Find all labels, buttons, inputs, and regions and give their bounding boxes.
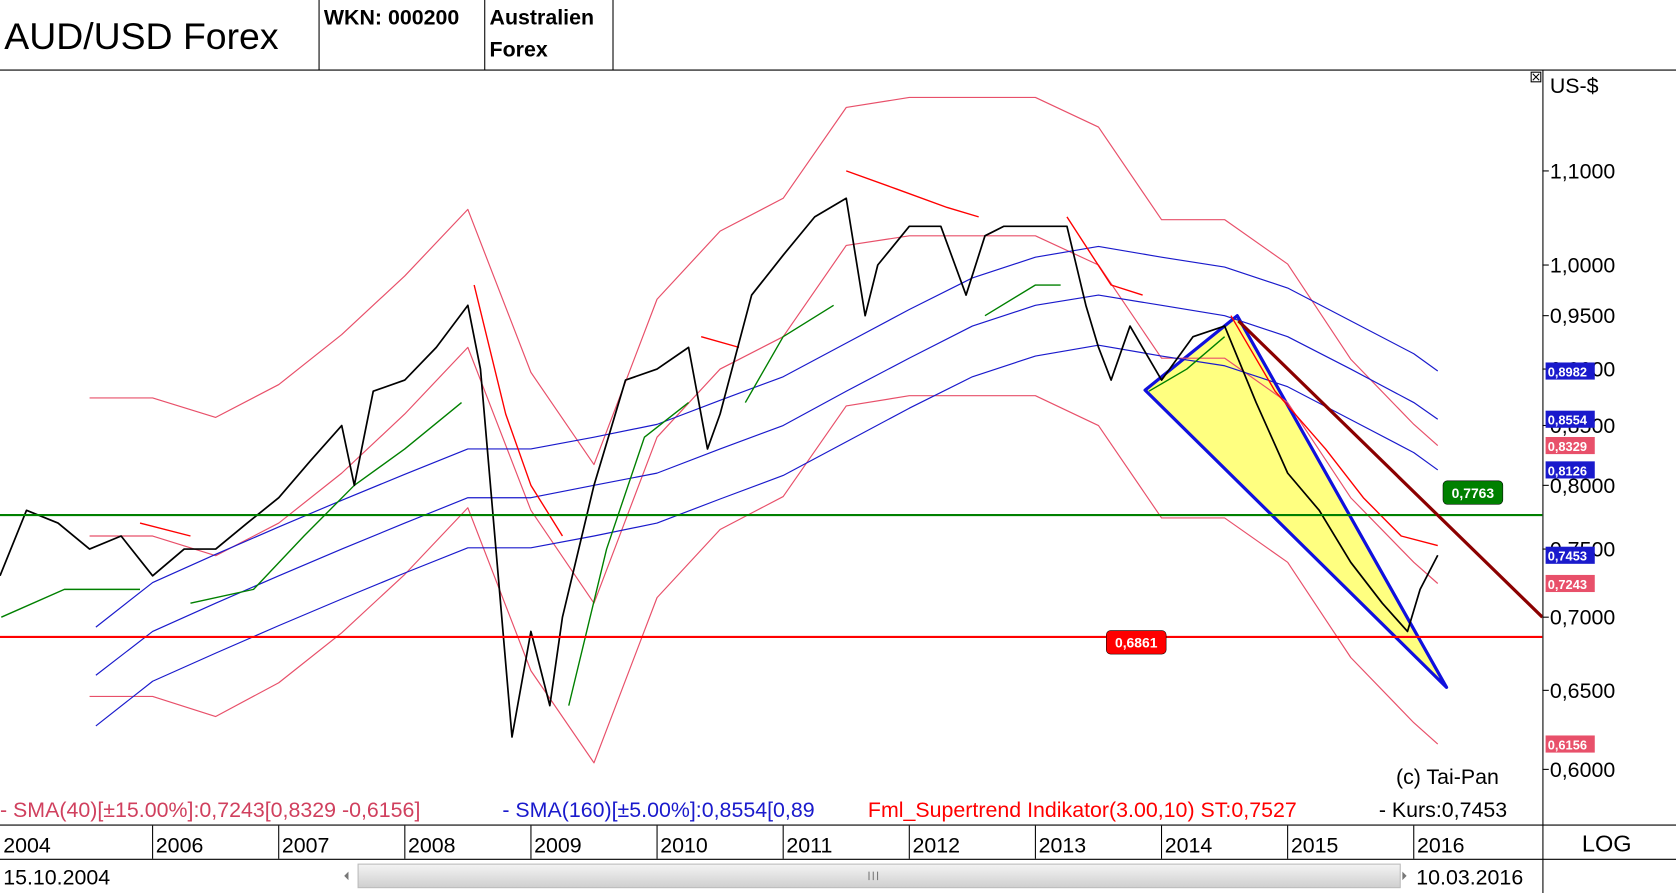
value-label: 0,8554 (1548, 413, 1588, 428)
header: AUD/USD Forex WKN: 000200 Australien For… (4, 0, 614, 70)
x-tick-label: 2009 (534, 833, 582, 857)
value-label: 0,7763 (1452, 485, 1495, 501)
trend-line (1237, 319, 1543, 619)
channel (1143, 314, 1449, 689)
x-tick-label: 2006 (156, 833, 204, 857)
value-label-box (1545, 436, 1595, 455)
legend-entry: - SMA(160)[±5.00%]:0,8554[0,89 (502, 798, 814, 822)
header-title: AUD/USD Forex (4, 15, 279, 57)
overlay: 0,60000,65000,70000,75000,80000,85000,90… (3, 159, 1615, 859)
y-tick-label: 0,6000 (1550, 758, 1615, 782)
x-tick-label: 2008 (408, 833, 456, 857)
x-tick-label: 2010 (660, 833, 708, 857)
value-label-box (1106, 630, 1167, 655)
x-tick-label: 2014 (1165, 833, 1213, 857)
value-label-box (1545, 546, 1595, 564)
series-line (89, 96, 1439, 466)
series-line (89, 395, 1439, 764)
series-line (139, 170, 1438, 547)
series-line (1, 284, 1226, 706)
y-tick-label: 1,1000 (1550, 159, 1615, 183)
legend-entry: - Kurs:0,7453 (1379, 798, 1507, 822)
y-tick-label: 0,9500 (1550, 304, 1615, 328)
series-line (95, 344, 1439, 727)
value-label: 0,8329 (1548, 439, 1587, 454)
header-wkn: WKN: 000200 (324, 6, 460, 30)
header-name: Forex (490, 38, 548, 62)
scroll-left[interactable] (344, 871, 349, 881)
value-label: 0,7243 (1548, 577, 1587, 592)
x-tick-label: 2012 (912, 833, 960, 857)
value-label: 0,6156 (1548, 737, 1587, 752)
start-date: 15.10.2004 (3, 865, 110, 889)
close-button[interactable] (1530, 71, 1542, 83)
value-label-box (1442, 480, 1504, 505)
value-label: 0,8982 (1548, 364, 1587, 379)
scroll-right[interactable] (1402, 871, 1407, 881)
copyright: (c) Tai-Pan (1396, 765, 1499, 789)
value-label: 0,8126 (1548, 463, 1587, 478)
series-line (0, 197, 1439, 738)
x-tick-label: 2007 (282, 833, 330, 857)
value-label-box (1545, 461, 1595, 479)
x-tick-label: 2015 (1291, 833, 1339, 857)
value-label-box (1545, 574, 1595, 593)
value-label-box (1545, 410, 1595, 428)
legend-entry: - SMA(40)[±15.00%]:0,7243[0,8329 -0,6156… (0, 798, 420, 822)
value-label: 0,7453 (1548, 549, 1587, 564)
x-tick-label: 2013 (1039, 833, 1087, 857)
series-line (95, 294, 1439, 676)
plot-area (0, 96, 1543, 764)
unit-label: US-$ (1550, 74, 1599, 98)
series-line (95, 245, 1439, 628)
x-tick-label: 2011 (786, 833, 832, 857)
footer: 15.10.2004 10.03.2016 (3, 863, 1523, 889)
x-tick-label: 2016 (1417, 833, 1465, 857)
scrollbar-grip (868, 871, 879, 881)
end-date: 10.03.2016 (1416, 865, 1523, 889)
value-label-box (1545, 362, 1595, 380)
scale-label: LOG (1582, 830, 1632, 856)
close-cross[interactable] (1532, 73, 1540, 81)
value-label-box (1545, 735, 1595, 753)
x-tick-label: 2004 (3, 833, 51, 857)
y-tick-label: 0,6500 (1550, 679, 1615, 703)
legend-entry: Fml_Supertrend Indikator(3.00,10) ST:0,7… (868, 798, 1297, 822)
header-name: Australien (490, 6, 595, 30)
y-tick-label: 1,0000 (1550, 254, 1615, 278)
scrollbar-thumb[interactable] (357, 863, 1401, 889)
value-label: 0,6861 (1115, 635, 1158, 651)
y-tick-label: 0,7000 (1550, 606, 1615, 630)
